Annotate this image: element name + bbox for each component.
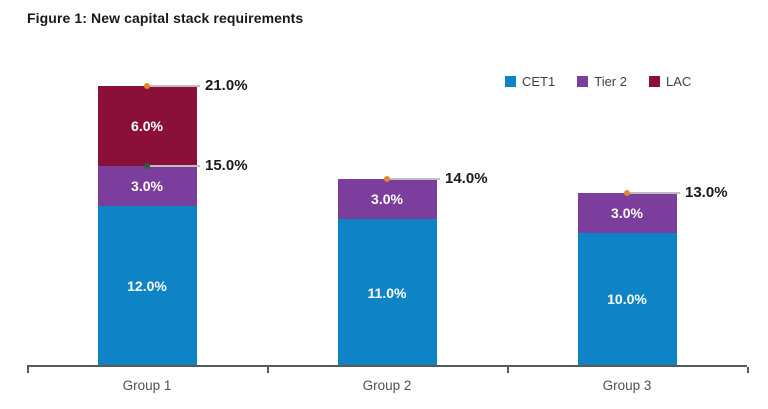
bar-segment-tier-2-group-1: 3.0% bbox=[97, 166, 197, 206]
chart-legend: CET1 Tier 2 LAC bbox=[505, 74, 691, 89]
annotation-leader-line bbox=[150, 165, 200, 167]
x-axis-tick bbox=[747, 367, 749, 373]
segment-value-label: 10.0% bbox=[607, 291, 647, 308]
x-axis-line bbox=[27, 365, 747, 367]
segment-value-label: 3.0% bbox=[131, 178, 163, 194]
annotation-marker-dot bbox=[144, 163, 150, 169]
x-axis-tick bbox=[267, 367, 269, 373]
annotation-marker-dot bbox=[144, 83, 150, 89]
legend-label-cet1: CET1 bbox=[522, 74, 556, 89]
x-axis-tick bbox=[507, 367, 509, 373]
bar-segment-cet1-group-3: 10.0% bbox=[577, 232, 677, 366]
legend-swatch-cet1 bbox=[505, 76, 516, 87]
legend-swatch-tier-2 bbox=[577, 76, 589, 87]
bar-segment-cet1-group-2: 11.0% bbox=[337, 219, 437, 366]
legend-item-lac: LAC bbox=[648, 74, 692, 89]
annotation-value-label: 13.0% bbox=[685, 183, 728, 201]
bar-segment-tier-2-group-3: 3.0% bbox=[577, 192, 677, 233]
x-axis-label-group-3: Group 3 bbox=[602, 378, 652, 393]
legend-label-tier-2: Tier 2 bbox=[594, 74, 627, 89]
bar-segment-lac-group-1: 6.0% bbox=[97, 86, 197, 166]
annotation-marker-dot bbox=[384, 176, 390, 183]
legend-swatch-lac bbox=[648, 76, 660, 87]
segment-value-label: 3.0% bbox=[611, 204, 643, 221]
segment-value-label: 6.0% bbox=[131, 118, 163, 134]
bar-segment-tier-2-group-2: 3.0% bbox=[337, 179, 437, 220]
annotation-leader-line bbox=[390, 178, 440, 181]
annotation-value-label: 14.0% bbox=[445, 170, 488, 188]
figure-title: Figure 1: New capital stack requirements bbox=[27, 10, 304, 26]
segment-value-label: 12.0% bbox=[127, 278, 167, 294]
segment-value-label: 3.0% bbox=[371, 191, 403, 208]
bar-segment-cet1-group-1: 12.0% bbox=[97, 206, 197, 366]
annotation-leader-line bbox=[150, 85, 200, 87]
annotation-value-label: 21.0% bbox=[205, 77, 248, 94]
x-axis-label-group-2: Group 2 bbox=[362, 378, 412, 393]
legend-item-cet1: CET1 bbox=[505, 74, 555, 89]
segment-value-label: 11.0% bbox=[367, 284, 407, 301]
annotation-marker-dot bbox=[624, 189, 630, 196]
x-axis-label-group-1: Group 1 bbox=[122, 378, 172, 393]
annotation-leader-line bbox=[630, 191, 680, 194]
annotation-value-label: 15.0% bbox=[205, 157, 248, 174]
x-axis-tick bbox=[27, 367, 29, 373]
legend-label-lac: LAC bbox=[665, 74, 692, 89]
legend-item-tier-2: Tier 2 bbox=[577, 74, 627, 89]
